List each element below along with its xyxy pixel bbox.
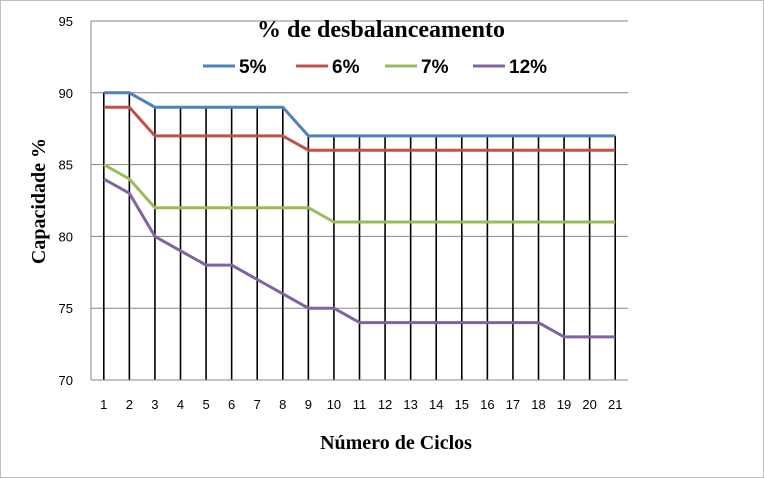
x-tick-label: 20	[582, 397, 596, 412]
x-axis-title: Número de Ciclos	[320, 432, 472, 454]
y-tick-label: 90	[59, 86, 73, 101]
x-tick-label: 18	[531, 397, 545, 412]
legend-label: 5%	[239, 57, 267, 78]
x-tick-label: 12	[378, 397, 392, 412]
x-tick-label: 5	[202, 397, 209, 412]
x-tick-label: 17	[506, 397, 520, 412]
x-tick-label: 16	[480, 397, 494, 412]
legend-label: 7%	[421, 57, 449, 78]
x-tick-label: 4	[177, 397, 184, 412]
series-line-4	[103, 177, 616, 339]
x-tick-labels: 1 2 3 4 5 6 7 8 9 10 11 12 13 14 15 16 17 18 19 20 21	[100, 397, 622, 412]
x-tick-label: 15	[455, 397, 469, 412]
legend: 5% 6% 7% 12%	[203, 57, 547, 78]
x-tick-label: 1	[100, 397, 107, 412]
drop-lines	[102, 92, 617, 380]
y-tick-labels: 70 75 80 85 90 95	[59, 14, 73, 388]
x-tick-label: 6	[228, 397, 235, 412]
y-tick-label: 70	[59, 373, 73, 388]
x-tick-label: 3	[151, 397, 158, 412]
series-line-1	[103, 91, 616, 138]
x-tick-label: 7	[254, 397, 261, 412]
x-tick-label: 13	[403, 397, 417, 412]
x-tick-label: 2	[126, 397, 133, 412]
y-tick-label: 80	[59, 229, 73, 244]
series-line-2	[103, 105, 616, 152]
legend-label: 12%	[509, 57, 547, 78]
y-axis-title: Capacidade %	[28, 138, 50, 264]
x-tick-label: 8	[279, 397, 286, 412]
legend-label: 6%	[332, 57, 360, 78]
x-tick-label: 19	[557, 397, 571, 412]
y-tick-label: 95	[59, 14, 73, 29]
x-tick-label: 11	[353, 397, 367, 412]
series-lines	[103, 91, 616, 339]
axes	[90, 21, 628, 381]
y-tick-label: 75	[59, 301, 73, 316]
x-tick-label: 10	[327, 397, 341, 412]
x-tick-label: 14	[429, 397, 443, 412]
x-tick-label: 9	[305, 397, 312, 412]
chart-title: % de desbalanceamento	[257, 17, 505, 43]
y-tick-label: 85	[59, 158, 73, 173]
series-line-3	[103, 163, 616, 224]
x-tick-label: 21	[608, 397, 622, 412]
